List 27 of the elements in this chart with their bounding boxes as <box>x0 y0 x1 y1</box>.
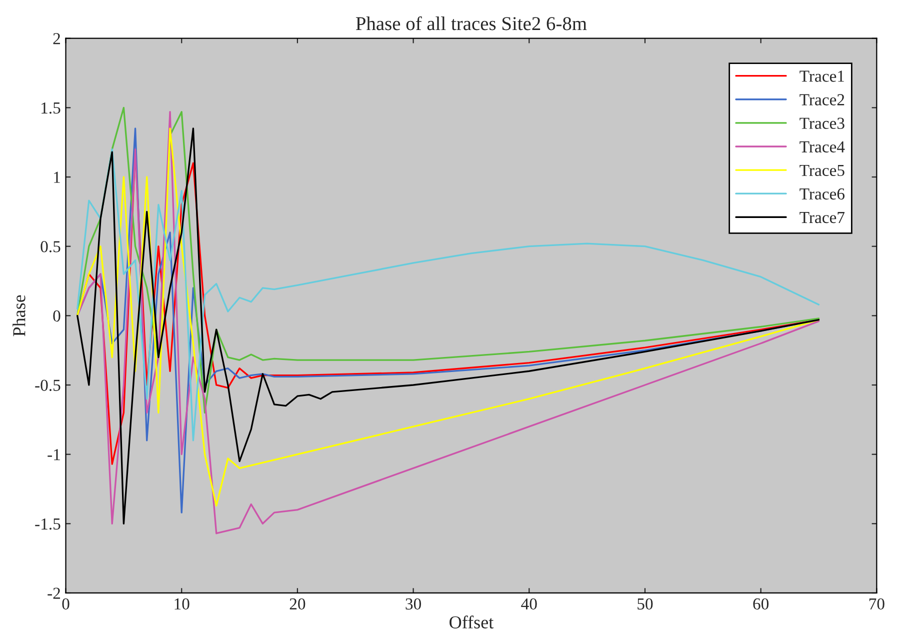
y-tick-label: -1 <box>48 449 60 460</box>
x-tick-label: 50 <box>638 598 653 610</box>
legend-label: Trace4 <box>800 141 845 152</box>
x-tick-label: 30 <box>406 598 421 610</box>
legend-label: Trace3 <box>800 118 844 129</box>
y-tick-label: -0.5 <box>35 380 60 392</box>
y-tick-label: -2 <box>48 588 60 599</box>
y-tick-label: -1.5 <box>35 518 60 530</box>
y-tick-label: 1.5 <box>42 102 60 114</box>
legend-label: Trace7 <box>800 212 845 224</box>
y-tick-label: 0.5 <box>40 241 60 252</box>
y-tick-label: 2 <box>53 33 60 44</box>
legend-label: Trace2 <box>800 94 844 106</box>
y-tick-label: 1 <box>54 172 60 183</box>
legend-label: Trace6 <box>800 188 845 200</box>
x-tick-label: 20 <box>290 598 306 610</box>
x-axis-title: Offset <box>450 616 494 628</box>
x-tick-label: 10 <box>174 598 190 610</box>
y-axis-title: Phase <box>12 295 26 336</box>
x-tick-label: 70 <box>869 598 884 610</box>
legend-label: Trace1 <box>800 70 844 82</box>
legend-label: Trace5 <box>800 164 844 176</box>
x-tick-label: 0 <box>62 598 70 610</box>
chart-title: Phase of all traces Site2 6-8m <box>356 16 587 30</box>
x-tick-label: 40 <box>521 598 537 610</box>
y-tick-label: 0 <box>53 310 60 322</box>
x-tick-label: 60 <box>753 598 769 610</box>
